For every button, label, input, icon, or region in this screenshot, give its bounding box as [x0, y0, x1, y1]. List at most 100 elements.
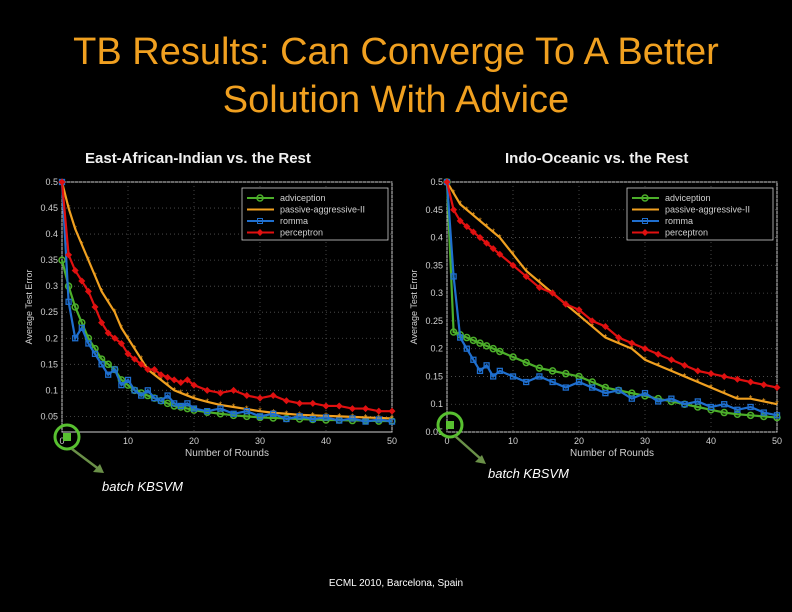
data-point-perceptron [98, 319, 106, 327]
data-point-adviception [733, 410, 742, 418]
data-point-passive-aggressive-II: * [179, 388, 183, 398]
legend-marker [257, 218, 263, 224]
x-tick-label: 40 [321, 436, 331, 446]
x-tick-label: 20 [574, 436, 584, 446]
x-tick-label: 20 [189, 436, 199, 446]
data-point-romma [190, 405, 198, 412]
data-point-perceptron [489, 245, 497, 253]
data-point-romma [138, 392, 145, 399]
legend-label: perceptron [280, 228, 323, 238]
data-point-perceptron [773, 384, 781, 392]
data-point-romma [641, 389, 649, 397]
data-point-perceptron [443, 178, 451, 186]
slide-title-line-2: Solution With Advice [222, 79, 570, 121]
y-tick-label: 0.5 [430, 177, 443, 187]
data-point-passive-aggressive-II: * [709, 383, 713, 393]
data-point-romma [589, 384, 596, 391]
y-tick-label: 0.35 [425, 260, 443, 270]
data-point-passive-aggressive-II: * [324, 411, 328, 421]
data-point-adviception [469, 336, 478, 345]
data-point-romma [362, 418, 369, 425]
data-point-adviception [71, 303, 79, 311]
data-point-passive-aggressive-II: * [485, 221, 489, 231]
data-point-passive-aggressive-II: * [172, 385, 176, 395]
data-point-romma [668, 395, 675, 402]
x-tick-label: 30 [640, 436, 650, 446]
data-point-perceptron [476, 234, 484, 242]
data-point-perceptron [170, 376, 178, 384]
data-point-adviception [163, 399, 172, 408]
right-chart-svg: 0.05 0.1 0.15 0.2 0.25 0.3 0.35 0.4 0.45 0.5 0 10 20… [409, 177, 782, 459]
data-point-romma [694, 398, 701, 405]
data-point-romma [322, 414, 330, 421]
x-tick-label: 40 [706, 436, 716, 446]
data-point-romma [111, 366, 118, 373]
data-point-perceptron [463, 222, 471, 230]
data-point-romma [72, 335, 79, 342]
data-point-perceptron [117, 339, 125, 347]
data-point-perceptron [641, 345, 649, 353]
data-point-perceptron [628, 339, 636, 347]
data-point-passive-aggressive-II: * [219, 400, 223, 410]
data-point-romma [628, 395, 635, 402]
y-axis-label: Average Test Error [409, 270, 419, 345]
data-point-romma [760, 409, 767, 416]
data-point-adviception [522, 358, 530, 367]
data-point-romma [562, 384, 569, 391]
data-point-passive-aggressive-II: * [498, 233, 502, 243]
y-tick-label: 0.4 [45, 229, 58, 239]
footer-text: ECML 2010, Barcelona, Spain [328, 578, 464, 589]
data-point-perceptron [588, 317, 596, 325]
data-point-perceptron [243, 392, 251, 400]
data-point-perceptron [104, 329, 112, 337]
y-tick-label: 0.1 [430, 399, 443, 409]
data-point-perceptron [733, 375, 741, 383]
data-point-perceptron [720, 372, 728, 380]
right-chart-title: Indo-Oceanic vs. the Rest [505, 150, 689, 167]
data-point-romma [85, 340, 92, 347]
data-point-passive-aggressive-II: * [298, 410, 302, 420]
left-chart-panel: 0.05 0.1 0.15 0.2 0.25 0.3 0.35 0.4 0.45 0.5 0 10 20… [20, 172, 405, 477]
data-point-passive-aggressive-II: * [478, 216, 482, 226]
data-point-romma [734, 406, 741, 413]
y-tick-label: 0.45 [40, 203, 58, 213]
legend-box [626, 187, 774, 241]
data-point-perceptron [91, 303, 99, 311]
data-point-passive-aggressive-II: * [153, 370, 157, 380]
data-point-romma [98, 361, 105, 368]
data-point-passive-aggressive-II: * [106, 297, 110, 307]
data-point-perceptron [71, 267, 79, 275]
data-point-romma [164, 392, 171, 399]
data-point-adviception [58, 256, 66, 264]
data-point-perceptron [131, 355, 139, 363]
data-point-passive-aggressive-II: * [656, 360, 660, 370]
legend-label: passive-aggressive-II [280, 205, 365, 215]
data-point-adviception [104, 360, 112, 369]
data-point-perceptron [150, 366, 158, 373]
data-point-passive-aggressive-II: * [472, 210, 476, 220]
data-point-romma [509, 373, 517, 380]
left-chart-svg: 0.05 0.1 0.15 0.2 0.25 0.3 0.35 0.4 0.45 0.5 0 10 20… [24, 177, 397, 459]
data-point-adviception [562, 369, 570, 378]
y-tick-label: 0.05 [425, 427, 443, 437]
data-point-perceptron [177, 379, 185, 387]
data-point-perceptron [84, 287, 92, 295]
data-point-romma [490, 373, 497, 380]
data-point-passive-aggressive-II: * [590, 321, 594, 331]
data-point-adviception [489, 344, 497, 353]
data-point-passive-aggressive-II: * [364, 412, 368, 422]
data-point-perceptron [124, 350, 132, 358]
data-point-perceptron [322, 402, 330, 410]
data-point-romma [681, 401, 688, 408]
data-point-romma [388, 418, 396, 425]
legend-label: perceptron [665, 228, 708, 238]
data-point-perceptron [562, 300, 570, 308]
data-point-romma [204, 408, 211, 415]
data-point-passive-aggressive-II: * [458, 199, 462, 209]
data-point-perceptron [157, 371, 165, 379]
data-point-perceptron [747, 378, 755, 386]
data-point-romma [773, 412, 781, 419]
data-point-romma [463, 345, 470, 352]
data-point-perceptron [58, 178, 66, 186]
data-point-passive-aggressive-II: * [120, 323, 124, 333]
